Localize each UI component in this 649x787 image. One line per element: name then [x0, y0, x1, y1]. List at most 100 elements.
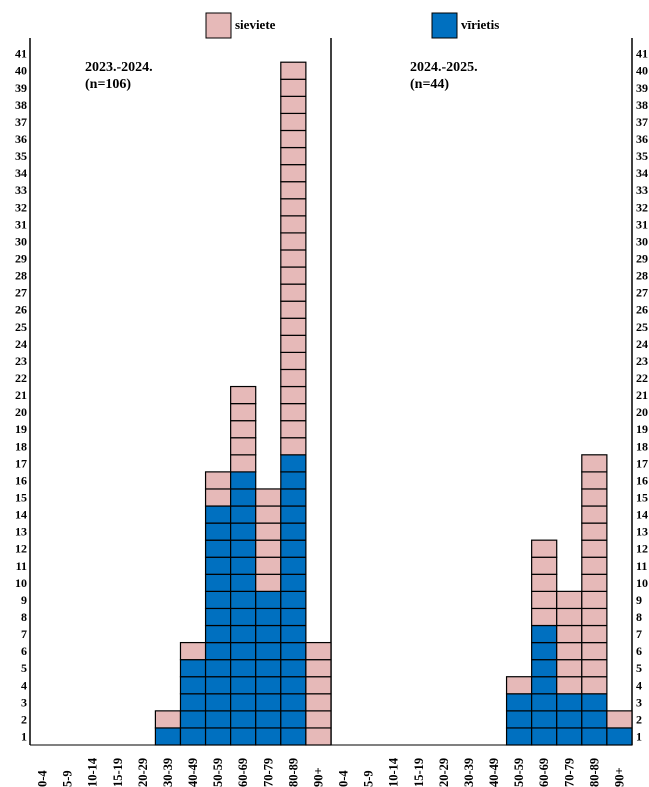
bar-block-male [179, 676, 207, 695]
bar-block-female [581, 488, 608, 507]
y-tick-label-left: 5 [21, 661, 27, 675]
x-tick-label: 5-9 [362, 770, 376, 787]
bar-block-male [606, 727, 633, 746]
x-tick-label: 5-9 [61, 770, 75, 787]
y-tick-label-left: 32 [15, 200, 27, 214]
x-tick-label: 15-19 [412, 758, 426, 787]
x-tick-label: 15-19 [111, 758, 125, 787]
bar-block-male [531, 727, 558, 746]
bar-block-female [255, 505, 282, 524]
y-tick-label-right: 26 [636, 303, 648, 317]
y-tick-label-left: 38 [15, 98, 27, 112]
x-tick-label: 50-59 [211, 758, 225, 787]
y-tick-label-left: 15 [15, 490, 27, 504]
bar-block-female [280, 385, 307, 405]
bar-block-female [280, 249, 307, 268]
bar-block-male [280, 659, 307, 678]
bar-block-male [280, 676, 307, 695]
y-tick-label-left: 25 [15, 320, 27, 334]
bar-block-male [204, 590, 232, 610]
bar-block-male [204, 641, 232, 661]
y-tick-label-left: 6 [21, 644, 27, 658]
panel-2-title-period: 2024.-2025. [410, 60, 478, 75]
bar-block-female [581, 641, 608, 661]
bar-block-female [280, 317, 307, 336]
bar-block-female [280, 420, 307, 439]
y-tick-label-left: 1 [21, 729, 27, 743]
bar-block-female [581, 505, 608, 524]
bar-block-male [556, 693, 583, 712]
bar-block-male [255, 676, 282, 695]
bar-block-female [556, 624, 583, 644]
x-tick-label: 90+ [612, 767, 626, 787]
bar-block-male [204, 693, 232, 712]
y-tick-label-right: 23 [636, 354, 648, 368]
bar-block-female [204, 471, 232, 490]
legend: sieviete vīrietis [205, 12, 499, 39]
y-tick-label-right: 28 [636, 269, 648, 283]
left-y-ticks: 1234567891011121314151617181920212223242… [15, 47, 27, 744]
right-y-ticks: 1234567891011121314151617181920212223242… [636, 47, 648, 744]
y-tick-label-right: 19 [636, 422, 648, 436]
y-tick-label-left: 29 [15, 252, 27, 266]
bar-block-female [280, 129, 307, 149]
y-tick-label-left: 14 [15, 508, 27, 522]
y-tick-label-left: 21 [15, 388, 27, 402]
bar-block-female [606, 710, 633, 729]
bar-block-female [280, 215, 307, 234]
bar-block-male [230, 590, 257, 610]
bar-block-male [531, 641, 558, 661]
y-tick-label-right: 4 [636, 678, 642, 692]
bar-block-male [179, 693, 207, 712]
y-tick-label-left: 33 [15, 183, 27, 197]
bar-block-male [230, 676, 257, 695]
bar-block-female [531, 539, 558, 558]
x-tick-label: 80-89 [587, 758, 601, 787]
bar-block-female [556, 607, 583, 627]
bar-block-female [581, 556, 608, 575]
x-tick-label: 60-69 [236, 758, 250, 787]
x-tick-labels: 0-4 5-9 10-14 15-19 20-29 30-39 40-49 50-59 60-6… [36, 757, 627, 787]
y-tick-label-left: 30 [15, 234, 27, 248]
x-tick-label: 30-39 [161, 758, 175, 787]
bar-block-female [280, 368, 307, 388]
bar-block-female [280, 437, 307, 456]
y-tick-label-left: 35 [15, 149, 27, 163]
bar-block-female [280, 283, 307, 302]
x-tick-label: 60-69 [537, 758, 551, 787]
bar-block-female [230, 437, 257, 456]
x-tick-label: 80-89 [286, 758, 300, 787]
bar-block-male [280, 505, 307, 524]
y-tick-label-right: 32 [636, 200, 648, 214]
bar-block-male [280, 710, 307, 729]
bar-block-female [581, 590, 608, 610]
bar-block-male [280, 522, 307, 541]
bar-block-female [280, 112, 307, 132]
y-tick-label-right: 37 [636, 115, 648, 129]
x-tick-label: 10-14 [387, 757, 401, 787]
y-tick-label-right: 24 [636, 337, 648, 351]
y-tick-label-right: 20 [636, 405, 648, 419]
bar-block-female [280, 146, 307, 166]
y-tick-label-right: 1 [636, 729, 642, 743]
x-tick-label: 20-29 [437, 758, 451, 787]
bar-block-female [581, 676, 608, 695]
bar-block-female [531, 607, 558, 627]
panel-1-title-n: (n=106) [85, 77, 131, 92]
y-tick-label-right: 36 [636, 132, 648, 146]
bar-block-male [255, 710, 282, 729]
y-tick-label-left: 37 [15, 115, 27, 129]
x-tick-label: 40-49 [186, 758, 200, 787]
bar-block-male [179, 710, 207, 729]
y-tick-label-right: 14 [636, 508, 648, 522]
bar-block-female [305, 676, 332, 695]
bar-block-female [255, 488, 282, 507]
bar-block-male [280, 539, 307, 558]
y-tick-label-left: 28 [15, 269, 27, 283]
bar-block-male [204, 710, 232, 729]
y-tick-label-right: 6 [636, 644, 642, 658]
bar-block-male [204, 676, 232, 695]
y-tick-label-right: 17 [636, 456, 648, 470]
bar-block-male [280, 693, 307, 712]
bar-block-female [531, 590, 558, 610]
